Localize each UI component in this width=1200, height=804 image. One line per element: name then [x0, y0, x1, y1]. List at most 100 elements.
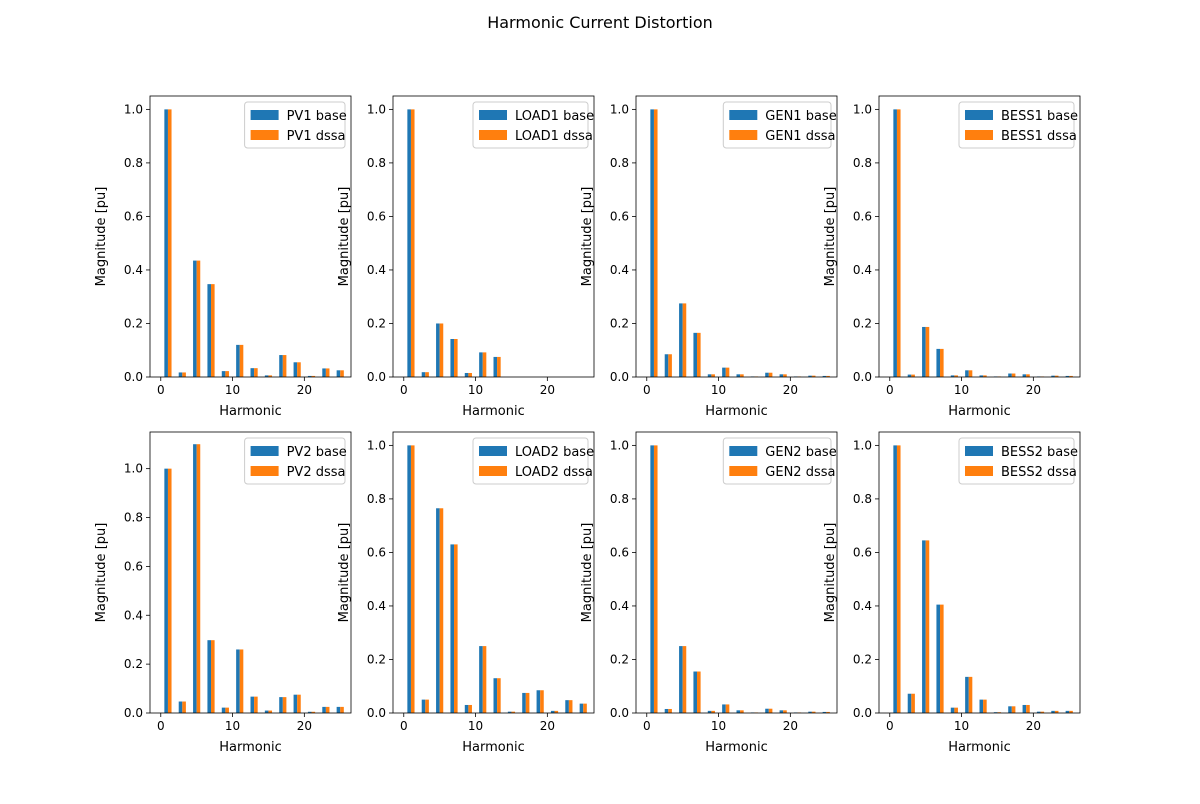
y-tick-label: 0.8: [367, 492, 386, 506]
bar: [407, 109, 411, 377]
bar: [968, 676, 973, 713]
bar: [954, 707, 958, 713]
y-axis-label: Magnitude [pu]: [337, 187, 352, 287]
legend-swatch: [965, 130, 993, 140]
bar: [983, 375, 987, 377]
y-tick-label: 0.8: [853, 492, 872, 506]
bar: [693, 332, 698, 377]
bar: [697, 332, 701, 377]
bar: [525, 692, 530, 713]
legend-label: GEN2 dssa: [765, 465, 835, 480]
bar: [711, 710, 715, 713]
bar: [893, 109, 897, 377]
x-tick-label: 10: [468, 719, 483, 733]
y-tick-label: 0.4: [367, 263, 386, 277]
bar: [450, 338, 455, 377]
axes-frame: [149, 95, 352, 378]
bar: [911, 693, 915, 713]
x-tick-label: 10: [468, 383, 483, 397]
legend-label: BESS1 base: [1001, 109, 1078, 124]
bar: [436, 323, 440, 377]
y-tick-label: 0.6: [853, 209, 872, 223]
bar: [193, 444, 197, 713]
bar: [968, 370, 973, 377]
bar: [1008, 706, 1012, 713]
bar: [1069, 710, 1073, 713]
bar: [307, 375, 312, 377]
axes-frame: [392, 95, 595, 378]
bar: [322, 368, 326, 377]
bar: [1054, 710, 1059, 713]
legend-label: LOAD1 dssa: [515, 129, 593, 144]
bar: [311, 375, 316, 377]
bar: [540, 690, 544, 713]
axes-frame: [635, 95, 838, 378]
bar: [965, 370, 969, 377]
bar: [736, 374, 741, 377]
bar: [468, 704, 472, 713]
bar: [336, 370, 341, 377]
bar: [1040, 711, 1045, 713]
y-tick-label: 0.0: [367, 706, 386, 720]
bar: [768, 372, 773, 377]
bar: [454, 544, 458, 713]
bar: [811, 375, 816, 377]
bar: [340, 706, 344, 713]
bar: [482, 352, 487, 377]
bar: [464, 372, 469, 377]
y-tick-label: 1.0: [853, 438, 872, 452]
bar: [565, 700, 569, 713]
legend-swatch: [729, 446, 758, 456]
bar: [407, 445, 411, 713]
legend-swatch: [250, 130, 279, 140]
y-axis-label: Magnitude [pu]: [823, 187, 838, 287]
x-tick-label: 0: [886, 383, 894, 397]
legend-swatch: [250, 110, 279, 120]
x-tick-label: 20: [297, 719, 312, 733]
bar: [554, 710, 559, 713]
bar: [1036, 711, 1041, 713]
y-tick-label: 0.6: [853, 545, 872, 559]
y-tick-label: 1.0: [367, 102, 386, 116]
x-tick-label: 20: [783, 719, 798, 733]
y-tick-label: 0.2: [610, 316, 629, 330]
legend: GEN2 base GEN2 dssa: [722, 437, 837, 485]
bar: [822, 375, 827, 377]
y-tick-label: 0.2: [367, 316, 386, 330]
bar: [697, 671, 701, 713]
bar: [236, 344, 240, 377]
bar: [264, 710, 269, 713]
bar: [954, 375, 958, 377]
legend: GEN1 base GEN1 dssa: [722, 101, 837, 149]
bar: [583, 703, 587, 713]
subplot: 0 10 20 0.0 0.2 0.4 0.6 0.8 1.0 Harmonic Magnitude…: [337, 95, 595, 419]
bar: [664, 354, 669, 377]
bar: [579, 703, 584, 713]
bar: [550, 710, 555, 713]
bar: [464, 704, 469, 713]
bar: [711, 374, 715, 377]
x-tick-label: 20: [1026, 383, 1041, 397]
y-tick-label: 0.6: [367, 209, 386, 223]
bar: [482, 646, 487, 713]
y-tick-label: 1.0: [124, 102, 143, 116]
bar: [239, 649, 244, 713]
legend-swatch: [729, 466, 758, 476]
bar: [221, 707, 226, 713]
bar: [340, 370, 344, 377]
bar: [511, 711, 516, 713]
x-axis-label: Harmonic: [705, 740, 767, 755]
legend-label: GEN1 base: [765, 109, 836, 124]
legend-swatch: [479, 130, 507, 140]
y-tick-label: 0.2: [610, 652, 629, 666]
bar: [196, 444, 201, 713]
bar: [1022, 704, 1027, 713]
x-tick-label: 0: [643, 719, 651, 733]
legend-swatch: [965, 466, 993, 476]
y-tick-label: 0.6: [367, 545, 386, 559]
legend-label: BESS2 base: [1001, 445, 1078, 460]
bar: [497, 356, 501, 377]
bar: [808, 375, 812, 377]
bar: [668, 354, 672, 377]
